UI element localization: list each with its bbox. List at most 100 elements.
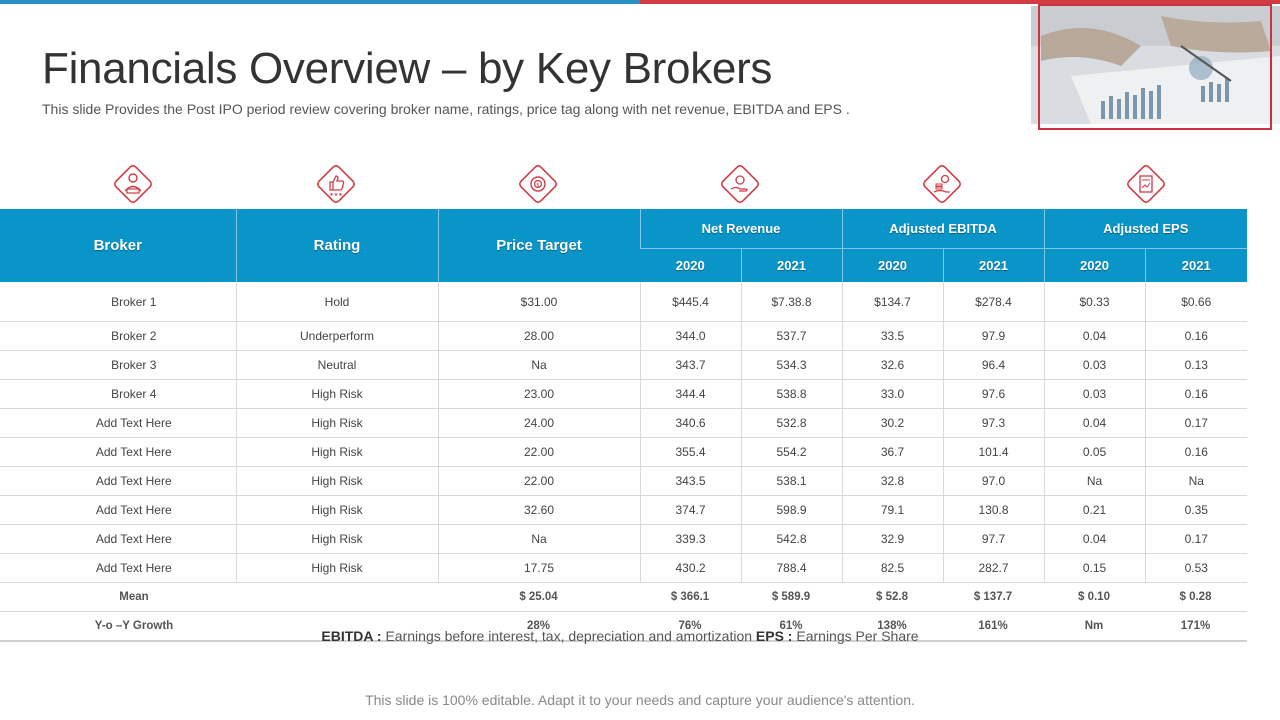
eps-definition: Earnings Per Share (796, 628, 919, 644)
table-cell: Na (438, 524, 641, 554)
table-cell: 28.00 (438, 321, 641, 351)
table-cell: 344.0 (640, 321, 742, 351)
table-cell: 22.00 (438, 466, 641, 496)
table-cell: 0.53 (1145, 553, 1247, 583)
ebitda-coins-icon (918, 160, 966, 208)
table-cell: 0.35 (1145, 495, 1247, 525)
header-rating: Rating (235, 209, 438, 282)
table-cell: 171% (1145, 611, 1247, 642)
table-cell: 97.6 (943, 379, 1045, 409)
table-cell: Add Text Here (0, 553, 237, 583)
table-cell: Broker 4 (0, 379, 237, 409)
table-cell: Nm (1044, 611, 1145, 642)
header-year: 2020 (1043, 248, 1145, 282)
table-cell: High Risk (236, 524, 439, 554)
table-cell: Neutral (236, 350, 439, 380)
revenue-hand-icon (716, 160, 764, 208)
table-cell: 32.9 (842, 524, 944, 554)
table-cell: 32.6 (842, 350, 944, 380)
table-cell: 82.5 (842, 553, 944, 583)
table-cell: 61% (741, 611, 842, 642)
table-row: Add Text Here High Risk 32.60 374.7 598.9 79.… (0, 495, 1247, 525)
table-cell: 282.7 (943, 553, 1045, 583)
table-cell (236, 582, 438, 612)
broker-icon (109, 160, 157, 208)
table-cell: 343.5 (640, 466, 742, 496)
table-cell: 33.0 (842, 379, 944, 409)
table-cell: $ 366.1 (640, 582, 741, 612)
definitions-legend: EBITDA : Earnings before interest, tax, … (0, 628, 1240, 644)
table-cell: $31.00 (438, 282, 641, 322)
svg-text:★★★: ★★★ (329, 192, 343, 198)
header-price-target: Price Target (437, 209, 640, 282)
table-cell: 538.1 (741, 466, 843, 496)
table-cell: 97.9 (943, 321, 1045, 351)
table-cell: High Risk (236, 408, 439, 438)
svg-text:$: $ (536, 183, 539, 189)
table-cell: 788.4 (741, 553, 843, 583)
business-photo (1031, 6, 1280, 124)
header-net-revenue: Net Revenue (639, 209, 842, 249)
table-cell: 0.15 (1044, 553, 1146, 583)
table-cell: $7.38.8 (741, 282, 843, 322)
table-cell: 0.17 (1145, 408, 1247, 438)
table-row: Broker 2 Underperform 28.00 344.0 537.7 33.5 9… (0, 321, 1247, 351)
table-cell: Mean (0, 582, 236, 612)
table-cell: High Risk (236, 466, 439, 496)
table-cell: 0.16 (1145, 379, 1247, 409)
table-cell: 0.03 (1044, 350, 1146, 380)
table-cell: $ 25.04 (438, 582, 640, 612)
eps-document-icon (1122, 160, 1170, 208)
summary-row: Y-o –Y Growth 28% 76% 61% 138% 161% Nm 171% (0, 611, 1247, 642)
header-broker: Broker (0, 209, 236, 282)
header-year: 2021 (1144, 248, 1247, 282)
table-cell: 343.7 (640, 350, 742, 380)
table-row: Add Text Here High Risk 17.75 430.2 788.4 82.… (0, 553, 1247, 583)
table-cell: Broker 1 (0, 282, 237, 322)
table-cell: 0.05 (1044, 437, 1146, 467)
table-cell: 0.04 (1044, 408, 1146, 438)
table-row: Broker 1 Hold $31.00 $445.4 $7.38.8 $134.7 $27… (0, 282, 1247, 322)
table-cell: $ 0.28 (1145, 582, 1247, 612)
table-cell: 538.8 (741, 379, 843, 409)
header-year: 2020 (841, 248, 943, 282)
table-cell: 28% (438, 611, 640, 642)
table-cell: 0.17 (1145, 524, 1247, 554)
table-cell: High Risk (236, 553, 439, 583)
table-cell: 537.7 (741, 321, 843, 351)
table-cell: Add Text Here (0, 437, 237, 467)
table-cell: 17.75 (438, 553, 641, 583)
table-cell: 0.04 (1044, 524, 1146, 554)
table-cell: High Risk (236, 437, 439, 467)
table-cell: 101.4 (943, 437, 1045, 467)
table-cell: 0.13 (1145, 350, 1247, 380)
eps-term: EPS : (755, 628, 793, 644)
table-cell: 97.7 (943, 524, 1045, 554)
table-cell: High Risk (236, 379, 439, 409)
price-target-icon: $ (514, 160, 562, 208)
table-cell: 355.4 (640, 437, 742, 467)
table-row: Broker 4 High Risk 23.00 344.4 538.8 33.0 97.6… (0, 379, 1247, 409)
table-cell: 532.8 (741, 408, 843, 438)
top-accent-bar-blue (0, 0, 640, 4)
table-cell: Add Text Here (0, 524, 237, 554)
table-cell: 32.60 (438, 495, 641, 525)
table-cell: $ 0.10 (1044, 582, 1145, 612)
table-cell: 0.03 (1044, 379, 1146, 409)
table-cell: 138% (842, 611, 943, 642)
table-cell: 130.8 (943, 495, 1045, 525)
thumbs-up-rating-icon: ★★★ (312, 160, 360, 208)
table-cell: Add Text Here (0, 408, 237, 438)
table-cell: Na (438, 350, 641, 380)
ebitda-definition: Earnings before interest, tax, depreciat… (385, 628, 753, 644)
table-cell: 0.16 (1145, 321, 1247, 351)
table-cell: 97.3 (943, 408, 1045, 438)
table-cell: $ 52.8 (842, 582, 943, 612)
table-cell: Broker 2 (0, 321, 237, 351)
table-row: Add Text Here High Risk 22.00 355.4 554.2 36.… (0, 437, 1247, 467)
table-cell: 30.2 (842, 408, 944, 438)
ebitda-term: EBITDA : (321, 628, 382, 644)
table-cell: $ 589.9 (741, 582, 842, 612)
table-cell: $0.66 (1145, 282, 1247, 322)
table-cell: Na (1044, 466, 1146, 496)
